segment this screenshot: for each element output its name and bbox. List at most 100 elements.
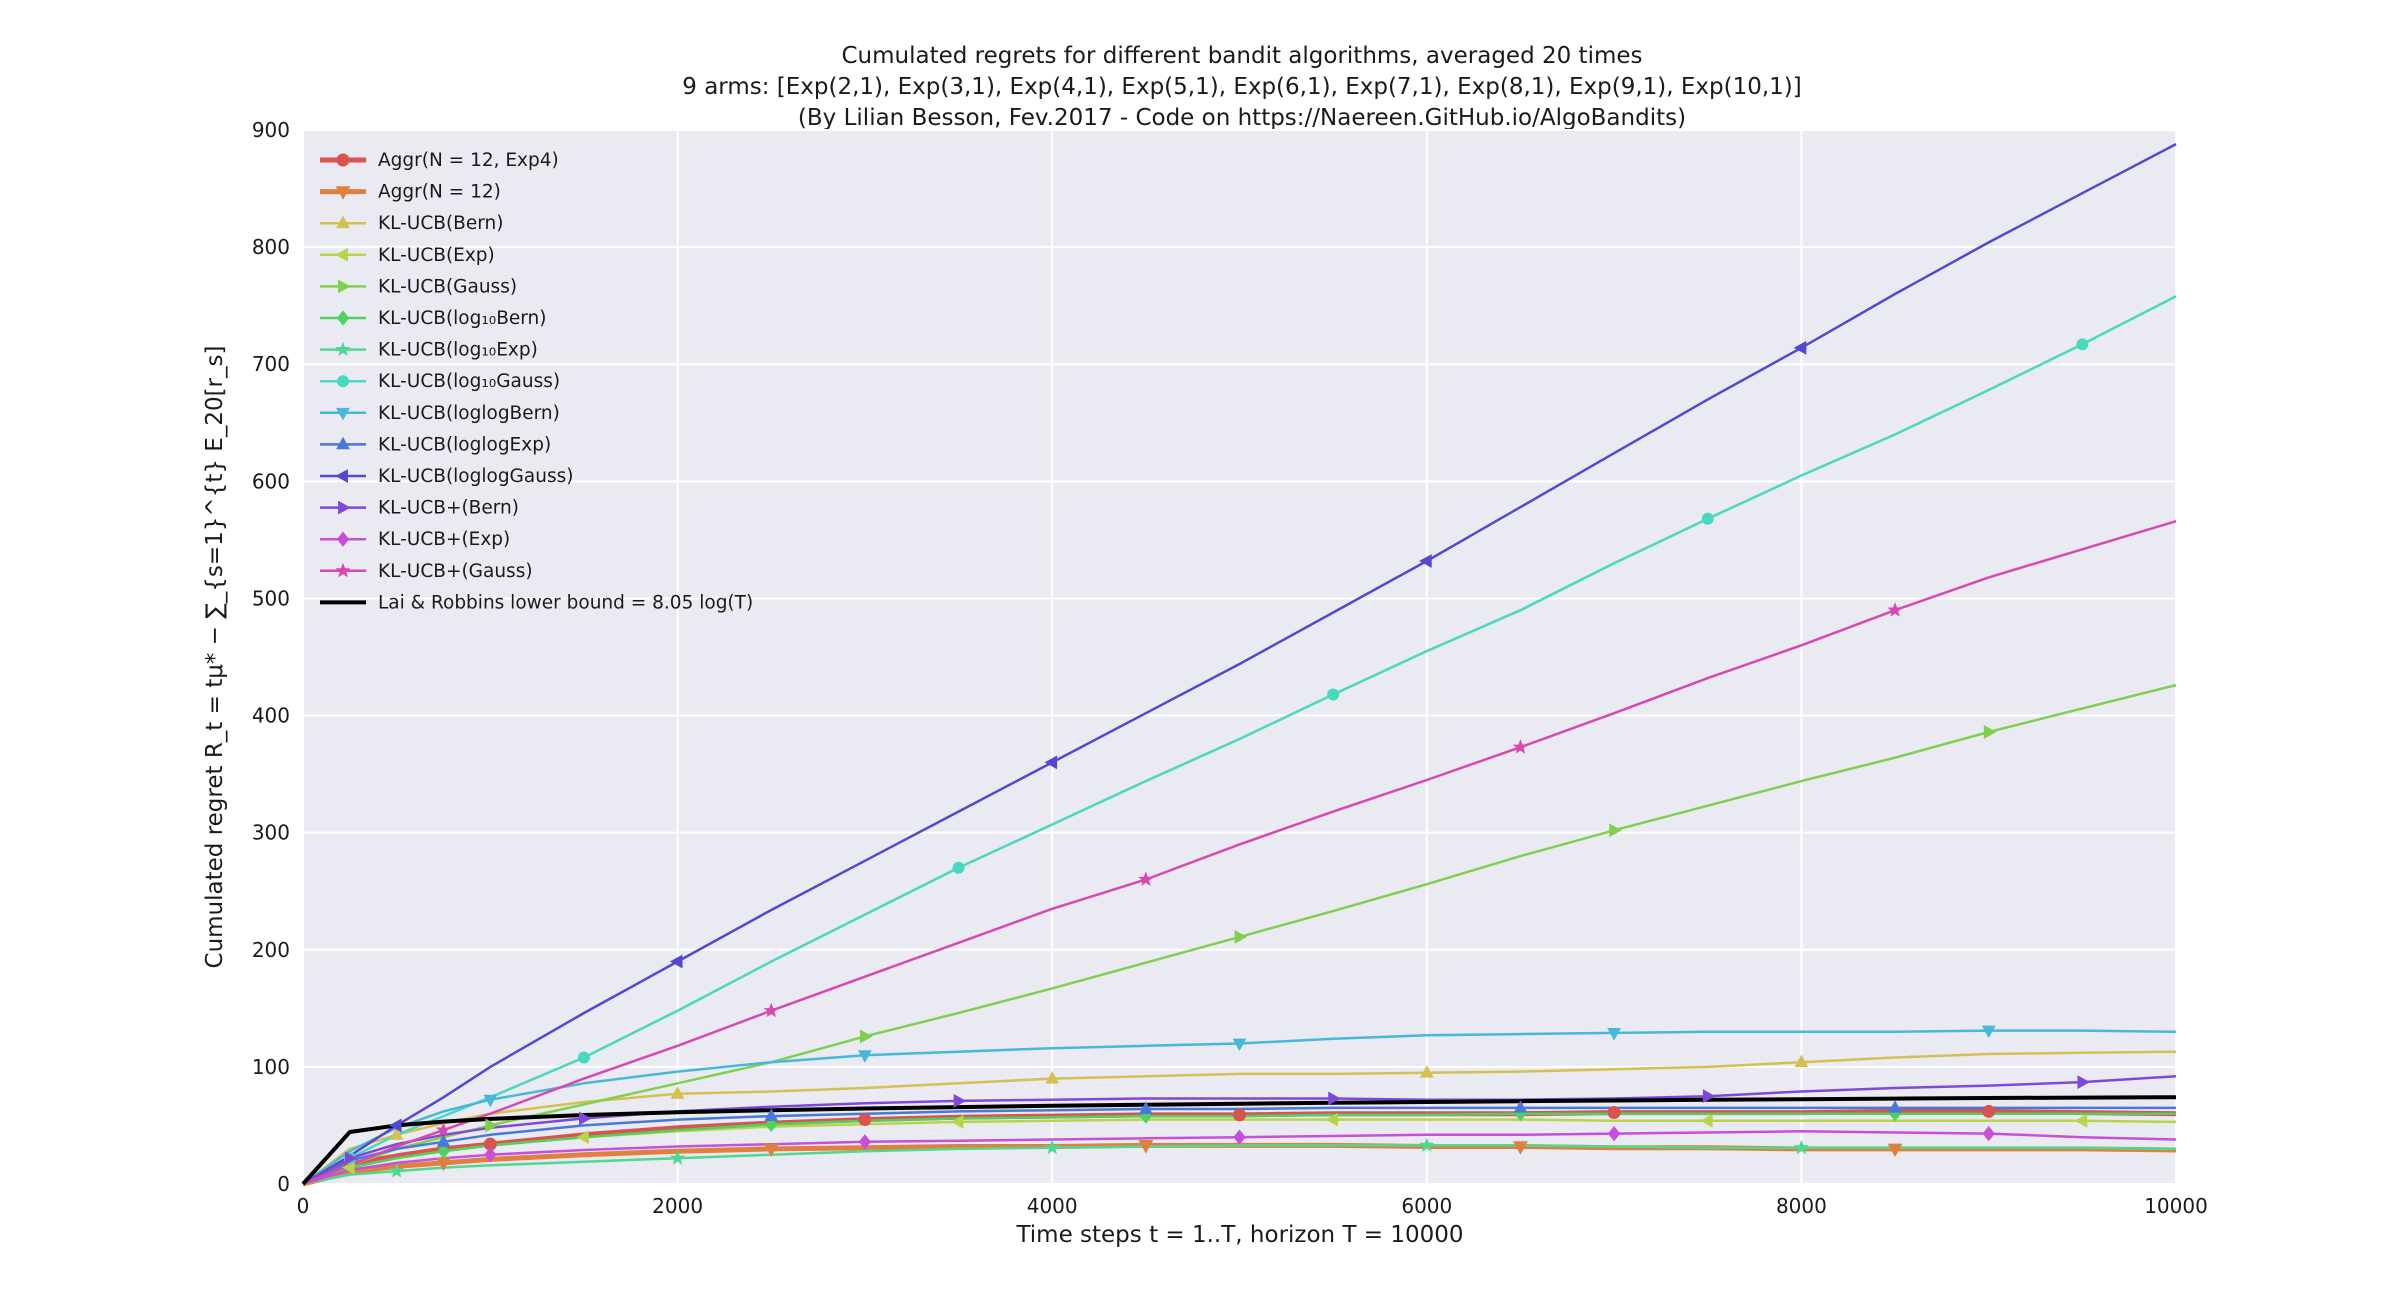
legend-marker-1	[335, 186, 351, 200]
y-tick-label: 900	[252, 118, 290, 142]
data-point	[860, 1029, 873, 1044]
data-point	[1981, 1025, 1996, 1039]
legend-marker-3	[335, 247, 348, 262]
legend-label-0: Aggr(N = 12, Exp4)	[378, 150, 559, 171]
legend-marker-10	[335, 469, 348, 483]
chart-title-line-1: Cumulated regrets for different bandit a…	[841, 43, 1642, 69]
data-point	[1701, 512, 1714, 525]
data-point	[952, 861, 965, 874]
data-point	[669, 954, 683, 969]
x-tick-label: 2000	[652, 1194, 703, 1218]
legend: Aggr(N = 12, Exp4) Aggr(N = 12) KL-UCB(Ber…	[320, 150, 753, 613]
legend-marker-9	[336, 436, 350, 450]
data-point	[953, 1093, 967, 1108]
grid	[302, 129, 2177, 1185]
data-point	[1512, 739, 1529, 754]
x-axis-label: Time steps t = 1..T, horizon T = 10000	[1015, 1222, 1463, 1248]
data-point	[485, 1118, 498, 1133]
data-point	[1702, 1089, 1716, 1104]
legend-label-6: KL-UCB(log₁₀Exp)	[378, 340, 538, 361]
data-point	[1793, 1139, 1810, 1155]
y-tick-label: 700	[252, 352, 290, 376]
data-point	[1232, 1038, 1247, 1052]
data-point	[342, 1160, 355, 1175]
data-point	[1044, 1139, 1060, 1155]
data-point	[1982, 1125, 1995, 1142]
data-point	[1607, 1028, 1621, 1041]
legend-marker-8	[336, 407, 350, 421]
legend-marker-13	[335, 562, 351, 578]
data-point	[2076, 338, 2089, 351]
legend-label-12: KL-UCB+(Exp)	[378, 529, 510, 550]
data-point	[670, 1086, 685, 1099]
legend-label-2: KL-UCB(Bern)	[378, 213, 503, 234]
plot-area	[303, 130, 2176, 1184]
x-tick-label: 8000	[1776, 1194, 1827, 1218]
legend-label-7: KL-UCB(log₁₀Gauss)	[378, 371, 560, 392]
data-point	[577, 1051, 590, 1064]
x-tick-label: 10000	[2144, 1194, 2208, 1218]
data-point	[484, 1147, 497, 1163]
data-point	[1794, 1054, 1809, 1068]
legend-marker-7	[337, 375, 349, 388]
data-point	[858, 1050, 872, 1063]
y-tick-label: 200	[252, 938, 290, 962]
data-point	[389, 1118, 402, 1133]
legend-marker-11	[338, 500, 351, 515]
data-point	[1233, 1129, 1246, 1145]
data-point	[1327, 688, 1340, 701]
data-point	[579, 1111, 592, 1126]
data-point	[1419, 1065, 1434, 1078]
data-point	[1513, 1141, 1528, 1155]
legend-label-9: KL-UCB(loglogExp)	[378, 434, 551, 455]
data-point	[389, 1163, 405, 1178]
data-point	[344, 1151, 358, 1166]
legend-label-3: KL-UCB(Exp)	[378, 245, 495, 266]
data-point	[1325, 1112, 1339, 1127]
legend-marker-12	[336, 531, 350, 547]
legend-marker-2	[336, 215, 350, 229]
data-point	[1983, 725, 1997, 739]
data-point	[1887, 602, 1903, 617]
data-point	[2074, 1113, 2088, 1128]
legend-marker-5	[336, 310, 350, 326]
data-point	[483, 1094, 498, 1108]
legend-label-14: Lai & Robbins lower bound = 8.05 log(T)	[378, 592, 753, 613]
tick-labels: 0 2000 4000 6000 8000 10000 0 100 200 300 400 500 60…	[252, 118, 2208, 1218]
legend-label-13: KL-UCB+(Gauss)	[378, 561, 533, 582]
series-line-2	[302, 1050, 2177, 1186]
y-tick-label: 800	[252, 235, 290, 259]
y-tick-label: 400	[252, 704, 290, 728]
x-tick-label: 6000	[1401, 1194, 1452, 1218]
series-markers	[342, 338, 2090, 1178]
data-point	[1138, 1101, 1153, 1114]
x-tick-label: 4000	[1027, 1194, 1078, 1218]
series-line-8	[302, 1029, 2177, 1186]
data-point	[1233, 1108, 1246, 1122]
data-point	[1419, 1137, 1435, 1152]
legend-label-8: KL-UCB(loglogBern)	[378, 403, 560, 424]
series-line-10	[302, 142, 2177, 1186]
data-point	[1045, 1070, 1060, 1084]
legend-label-11: KL-UCB+(Bern)	[378, 498, 519, 519]
data-point	[1887, 1143, 1903, 1158]
data-point	[950, 1115, 964, 1129]
legend-label-10: KL-UCB(loglogGauss)	[378, 466, 573, 487]
data-point	[1607, 1106, 1621, 1120]
data-point	[858, 1134, 872, 1150]
y-axis-label: Cumulated regret R_t = tμ* − ∑_{s=1}^{t}…	[202, 346, 228, 969]
legend-marker-0	[336, 153, 350, 167]
y-tick-label: 0	[277, 1172, 290, 1196]
data-point	[437, 1143, 450, 1159]
data-point	[1888, 1100, 1902, 1113]
data-point	[389, 1127, 404, 1140]
series-line-12	[302, 1130, 2177, 1186]
series-line-11	[302, 1075, 2177, 1186]
data-point	[1234, 929, 1248, 944]
x-tick-label: 0	[297, 1194, 310, 1218]
chart-title-line-2: 9 arms: [Exp(2,1), Exp(3,1), Exp(4,1), E…	[682, 74, 1802, 100]
data-point	[669, 1150, 686, 1165]
data-point	[1607, 1125, 1621, 1142]
y-tick-label: 300	[252, 821, 290, 845]
